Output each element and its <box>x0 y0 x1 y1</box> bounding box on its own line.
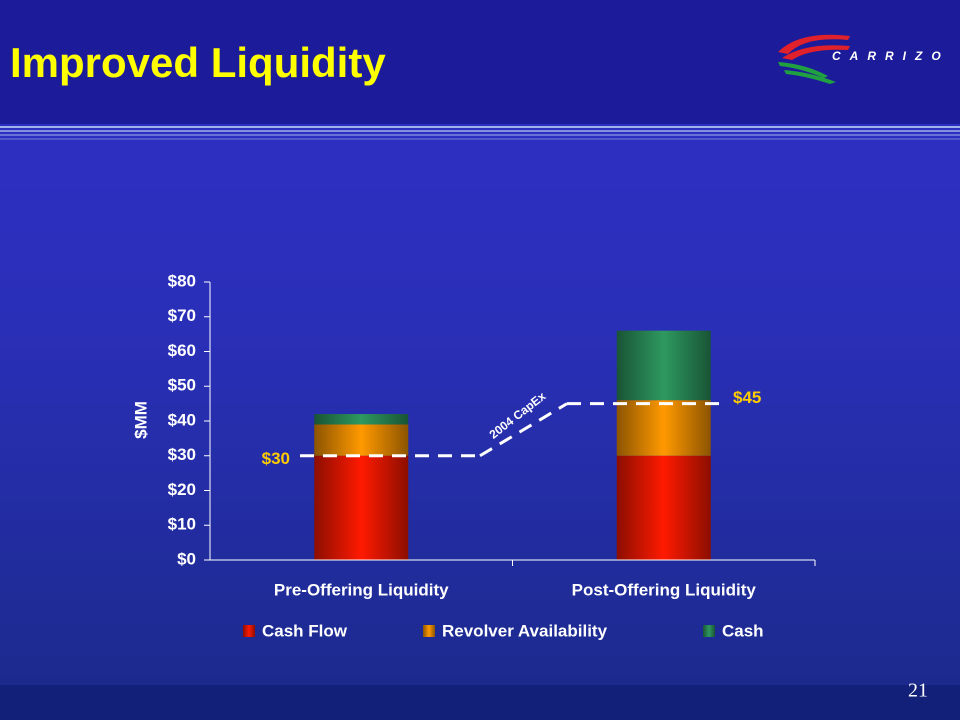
y-tick-label: $0 <box>177 549 196 568</box>
legend-swatch <box>423 625 435 637</box>
y-tick-label: $60 <box>168 341 196 360</box>
x-tick-label: Pre-Offering Liquidity <box>274 580 449 599</box>
bar-segment <box>616 400 711 456</box>
x-tick-label: Post-Offering Liquidity <box>572 580 757 599</box>
header-band <box>0 0 960 124</box>
bar-segment <box>616 455 711 560</box>
footer-band <box>0 685 960 720</box>
legend-swatch <box>243 625 255 637</box>
y-tick-label: $30 <box>168 445 196 464</box>
y-tick-label: $70 <box>168 306 196 325</box>
legend-label: Revolver Availability <box>442 621 608 640</box>
page-number: 21 <box>908 680 928 702</box>
logo-text: CARRIZO <box>832 49 950 63</box>
logo: CARRIZO <box>778 34 950 84</box>
y-tick-label: $50 <box>168 376 196 395</box>
header-rules <box>0 126 960 140</box>
legend-swatch <box>703 625 715 637</box>
bar-segment <box>314 424 409 456</box>
y-tick-label: $40 <box>168 410 196 429</box>
legend-label: Cash <box>722 621 764 640</box>
capex-value-label: $30 <box>262 449 290 468</box>
y-tick-label: $10 <box>168 515 196 534</box>
y-axis-label: $MM <box>131 401 150 439</box>
y-tick-label: $20 <box>168 480 196 499</box>
slide-title: Improved Liquidity <box>10 39 386 86</box>
bar-segment <box>314 414 409 425</box>
bar-segment <box>314 455 409 560</box>
y-tick-label: $80 <box>168 271 196 290</box>
bar-segment <box>616 330 711 401</box>
capex-connector <box>479 402 568 458</box>
capex-value-label: $45 <box>733 388 761 407</box>
legend-label: Cash Flow <box>262 621 348 640</box>
